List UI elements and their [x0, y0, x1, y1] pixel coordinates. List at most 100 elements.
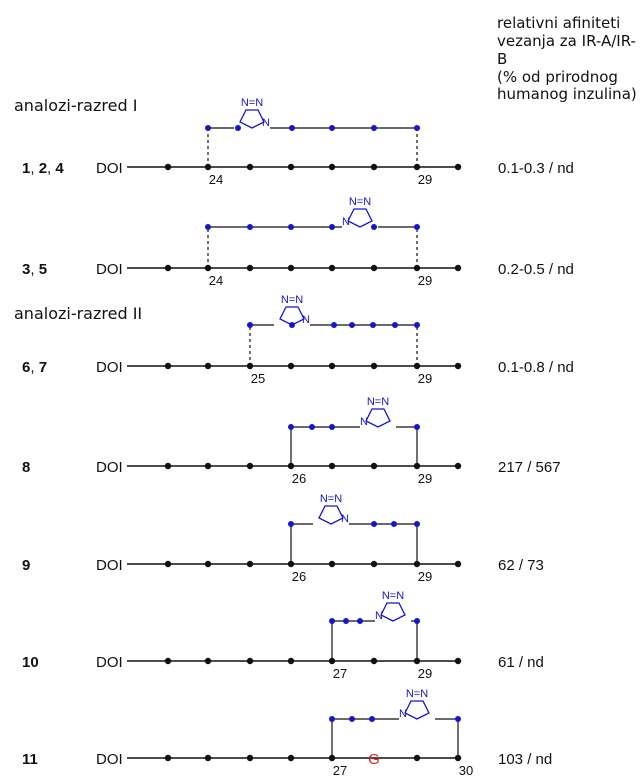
analog-row: 3, 5 DOI 24 29 N=N N 0.2-0.5 / nd: [22, 196, 574, 288]
end-position-label: 29: [418, 666, 432, 681]
linker-dot: [289, 322, 295, 328]
linker-dot: [349, 716, 355, 722]
triazole-outline: [318, 505, 344, 525]
compound-number: 1, 2, 4: [22, 160, 64, 177]
residue-dot: [246, 163, 254, 171]
residue-dot: [246, 462, 254, 470]
header-line-2: vezanja za IR-A/IR-: [497, 32, 636, 50]
compound-separator: ,: [30, 160, 38, 177]
substitution-label: G: [368, 751, 380, 768]
triazole-ring: N=N N: [274, 294, 310, 329]
triazole-nn-label: N=N: [406, 688, 428, 700]
end-position-label: 29: [418, 273, 432, 288]
analog-row: 11 DOI G 27 30 N=N N 103 / nd: [22, 688, 552, 778]
doi-label: DOI: [96, 557, 123, 574]
linker-dot: [288, 424, 294, 430]
doi-label: DOI: [96, 459, 123, 476]
linker-dot: [205, 125, 211, 131]
residue-dot: [164, 754, 172, 762]
triazole-outline: [404, 700, 430, 720]
residue-dot: [454, 163, 462, 171]
analog-row: 10 DOI 27 29 N=N N 61 / nd: [22, 590, 544, 681]
compound-id: 11: [22, 751, 38, 768]
linker-dot: [392, 322, 398, 328]
start-position-label: 26: [292, 471, 306, 486]
start-position-label: 27: [333, 666, 347, 681]
analog-row: 6, 7 DOI 25 29 N=N N 0.1-0.8 / nd: [22, 294, 574, 386]
residue-dot: [328, 362, 336, 370]
end-position-label: 29: [418, 471, 432, 486]
doi-label: DOI: [96, 751, 123, 768]
compound-number: 3, 5: [22, 261, 47, 278]
header-line-1: relativni afiniteti: [497, 14, 620, 32]
triazole-ring: N=N N: [375, 590, 411, 625]
linker-dot: [288, 521, 294, 527]
compound-separator: ,: [30, 359, 38, 376]
start-position-label: 27: [333, 763, 347, 778]
triazole-n-label: N: [360, 416, 368, 428]
triazole-n-label: N: [341, 513, 349, 525]
compound-id: 4: [55, 160, 64, 177]
residue-dot: [287, 754, 295, 762]
residue-dot: [246, 560, 254, 568]
affinity-value: 0.1-0.8 / nd: [498, 359, 574, 376]
linker-dot: [371, 224, 377, 230]
residue-dot: [204, 754, 212, 762]
triazole-n-label: N: [399, 708, 407, 720]
linker-dot: [235, 125, 241, 131]
residue-dot: [287, 657, 295, 665]
linker-dot: [391, 521, 397, 527]
triazole-nn-label: N=N: [241, 97, 263, 109]
start-position-label: 24: [209, 273, 223, 288]
linker-dot: [288, 224, 294, 230]
linker-dot: [414, 224, 420, 230]
linker-dot: [329, 716, 335, 722]
residue-dot: [164, 657, 172, 665]
compound-number: 9: [22, 557, 30, 574]
end-position-label: 29: [418, 371, 432, 386]
residue-dot: [246, 264, 254, 272]
linker-dot: [371, 125, 377, 131]
linker-dot: [349, 322, 355, 328]
affinity-value: 61 / nd: [498, 654, 544, 671]
compound-id: 6: [22, 359, 30, 376]
linker-dot: [414, 322, 420, 328]
linker-dot: [331, 322, 337, 328]
doi-label: DOI: [96, 160, 123, 177]
triazole-nn-label: N=N: [349, 196, 371, 208]
compound-number: 6, 7: [22, 359, 47, 376]
linker-dot: [289, 125, 295, 131]
triazole-n-label: N: [262, 117, 270, 129]
compound-id: 9: [22, 557, 30, 574]
residue-dot: [204, 657, 212, 665]
residue-dot: [287, 264, 295, 272]
affinity-value: 0.1-0.3 / nd: [498, 160, 574, 177]
linker-dot: [357, 618, 363, 624]
triazole-nn-label: N=N: [320, 493, 342, 505]
class-label-1: analozi-razred I: [14, 96, 137, 115]
triazole-ring: N=N N: [360, 396, 396, 431]
doi-label: DOI: [96, 359, 123, 376]
residue-dot: [370, 163, 378, 171]
residue-dot: [328, 163, 336, 171]
compound-id: 1: [22, 160, 30, 177]
triazole-ring: N=N N: [313, 493, 349, 528]
triazole-outline: [380, 602, 406, 622]
class-label-2: analozi-razred II: [14, 304, 142, 323]
doi-label: DOI: [96, 654, 123, 671]
analog-row: 8 DOI 26 29 N=N N 217 / 567: [22, 396, 561, 486]
linker-dot: [247, 224, 253, 230]
triazole-outline: [365, 408, 391, 428]
residue-dot: [246, 754, 254, 762]
header-line-5: humanog inzulina): [497, 85, 637, 103]
linker-dot: [370, 322, 376, 328]
triazole-n-label: N: [302, 314, 310, 326]
affinity-value: 217 / 567: [498, 459, 561, 476]
residue-dot: [164, 560, 172, 568]
analog-row: 1, 2, 4 DOI 24 29 N=N N 0.1-0.3 / nd: [22, 97, 574, 187]
residue-dot: [454, 462, 462, 470]
triazole-ring: N=N N: [399, 688, 435, 723]
triazole-outline: [347, 208, 373, 228]
end-position-label: 30: [459, 763, 473, 778]
residue-dot: [370, 657, 378, 665]
